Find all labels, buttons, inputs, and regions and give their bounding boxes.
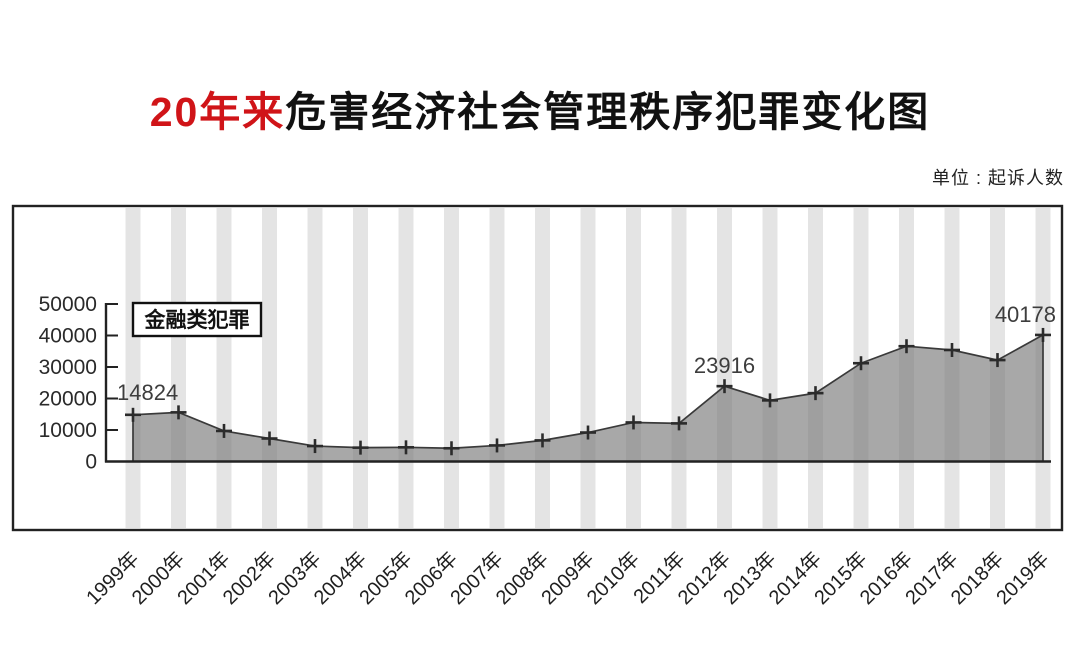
grid-stripe [762, 208, 778, 528]
grid-stripe [216, 208, 232, 528]
grid-stripe [307, 208, 323, 528]
grid-stripe [671, 208, 687, 528]
chart-title-rest: 危害经济社会管理秩序犯罪变化图 [285, 89, 931, 135]
legend-box [131, 301, 263, 338]
y-axis-label: 30000 [39, 356, 97, 379]
grid-stripe [171, 208, 186, 528]
grid-stripe [626, 208, 641, 528]
chart-title: 20年来危害经济社会管理秩序犯罪变化图 [0, 78, 1080, 138]
grid-stripe [262, 208, 277, 528]
grid-stripe [444, 208, 459, 528]
grid-stripe [808, 208, 823, 528]
value-annotation: 40178 [995, 302, 1056, 327]
y-axis-label: 10000 [39, 419, 97, 442]
grid-stripe [535, 208, 550, 528]
y-axis-label: 0 [85, 451, 97, 474]
chart-title-highlight: 20年来 [149, 89, 286, 135]
y-axis-label: 40000 [39, 325, 97, 348]
unit-label: 单位 : 起诉人数 [931, 168, 1064, 188]
value-annotation: 14824 [117, 380, 178, 405]
grid-stripe [489, 208, 505, 528]
y-axis-label: 50000 [39, 293, 97, 316]
plot-border [11, 204, 1064, 532]
grid-stripe [398, 208, 414, 528]
grid-stripe [580, 208, 596, 528]
grid-stripe [125, 208, 141, 528]
legend-label: 金融类犯罪 [144, 308, 250, 332]
value-annotation: 23916 [694, 353, 755, 378]
y-axis-label: 20000 [39, 388, 97, 411]
grid-stripe [353, 208, 368, 528]
